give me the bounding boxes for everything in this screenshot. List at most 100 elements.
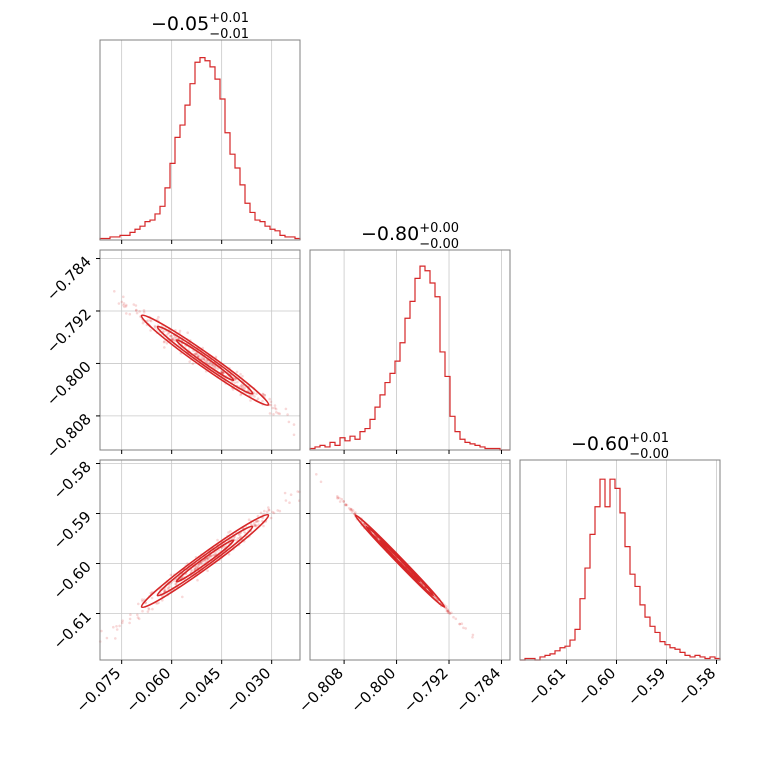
sample-point xyxy=(212,554,215,557)
sample-point xyxy=(207,362,210,365)
sample-point xyxy=(122,303,125,307)
sample-point xyxy=(450,611,453,615)
sample-point xyxy=(230,537,234,541)
sample-point xyxy=(213,365,216,368)
sample-point xyxy=(138,310,141,313)
sample-point xyxy=(188,360,191,364)
x-tick-label: −0.045 xyxy=(173,664,225,716)
param-title-2: −0.80+0.00 xyxy=(361,221,459,245)
sample-point xyxy=(206,557,210,560)
hist-panel-2 xyxy=(309,250,510,451)
sample-point xyxy=(263,394,267,397)
sample-point xyxy=(200,357,204,360)
sample-point xyxy=(181,595,184,599)
sample-point xyxy=(162,329,165,333)
sample-point xyxy=(351,509,355,512)
sample-point xyxy=(261,516,265,519)
x-tick-label: −0.60 xyxy=(574,664,619,709)
sample-point xyxy=(344,503,348,507)
sample-point xyxy=(448,612,452,615)
sample-point xyxy=(174,582,178,586)
sample-point xyxy=(239,535,243,538)
sample-point xyxy=(204,360,207,363)
contour-3 xyxy=(378,539,421,583)
sample-point xyxy=(202,357,205,360)
sample-point xyxy=(446,609,450,613)
sample-point xyxy=(141,609,144,613)
sample-point xyxy=(150,596,154,600)
sample-point xyxy=(128,312,132,316)
sample-point xyxy=(237,533,241,536)
sample-point xyxy=(199,562,202,565)
param-title-minus-3: −0.00 xyxy=(629,447,669,462)
param-title-1: −0.05+0.01 xyxy=(151,11,249,35)
sample-point xyxy=(254,520,258,523)
sample-point xyxy=(447,611,450,614)
panel-frame xyxy=(519,459,721,661)
sample-point xyxy=(128,621,131,625)
sample-point xyxy=(162,589,166,592)
scatter-panel-2-0 xyxy=(98,460,301,660)
sample-point xyxy=(211,363,215,367)
sample-point xyxy=(169,334,173,338)
sample-point xyxy=(167,586,170,589)
grid xyxy=(310,460,510,660)
sample-point xyxy=(194,351,198,355)
sample-point xyxy=(253,395,256,398)
sample-point xyxy=(166,332,170,335)
sample-point xyxy=(252,521,256,525)
sample-point xyxy=(214,355,218,359)
sample-point xyxy=(238,535,242,539)
sample-point xyxy=(241,375,244,378)
sample-point xyxy=(350,510,354,514)
sample-point xyxy=(239,393,242,397)
x-tick-label: −0.59 xyxy=(624,664,669,709)
sample-point xyxy=(120,300,124,304)
sample-point xyxy=(362,522,366,526)
sample-point xyxy=(452,615,455,619)
sample-point xyxy=(137,602,140,606)
sample-point xyxy=(256,519,259,523)
sample-point xyxy=(227,553,231,556)
sample-point xyxy=(221,370,224,374)
sample-point xyxy=(236,380,239,384)
y-tick-label: −0.792 xyxy=(43,305,95,357)
sample-point xyxy=(205,557,209,561)
sample-point xyxy=(445,605,448,608)
sample-point xyxy=(174,582,177,586)
sample-point xyxy=(261,393,265,396)
sample-point xyxy=(163,588,167,591)
sample-point xyxy=(247,518,251,521)
sample-point xyxy=(141,321,145,325)
sample-point xyxy=(447,610,450,614)
sample-point xyxy=(153,324,157,328)
sample-point xyxy=(235,370,239,374)
sample-point xyxy=(121,619,124,622)
grid xyxy=(121,40,273,240)
contour-2 xyxy=(365,525,435,597)
x-tick-label: −0.060 xyxy=(123,664,175,716)
sample-point xyxy=(255,520,258,523)
sample-point xyxy=(296,490,300,493)
sample-point xyxy=(243,386,247,389)
sample-point xyxy=(275,411,278,414)
y-tick-label: −0.58 xyxy=(50,458,95,503)
panel-frame xyxy=(99,249,301,451)
sample-point xyxy=(182,575,185,578)
sample-point xyxy=(278,509,282,513)
sample-point xyxy=(122,302,126,305)
contour-3 xyxy=(175,539,235,583)
sample-point xyxy=(117,302,121,305)
sample-point xyxy=(273,406,277,410)
sample-point xyxy=(349,507,353,511)
sample-point xyxy=(349,507,353,511)
sample-point xyxy=(261,519,264,523)
sample-point xyxy=(267,506,270,509)
sample-point xyxy=(209,554,213,558)
sample-point xyxy=(255,524,258,528)
sample-point xyxy=(349,508,352,512)
sample-point xyxy=(157,315,160,319)
sample-point xyxy=(345,503,349,507)
sample-point xyxy=(115,625,118,628)
